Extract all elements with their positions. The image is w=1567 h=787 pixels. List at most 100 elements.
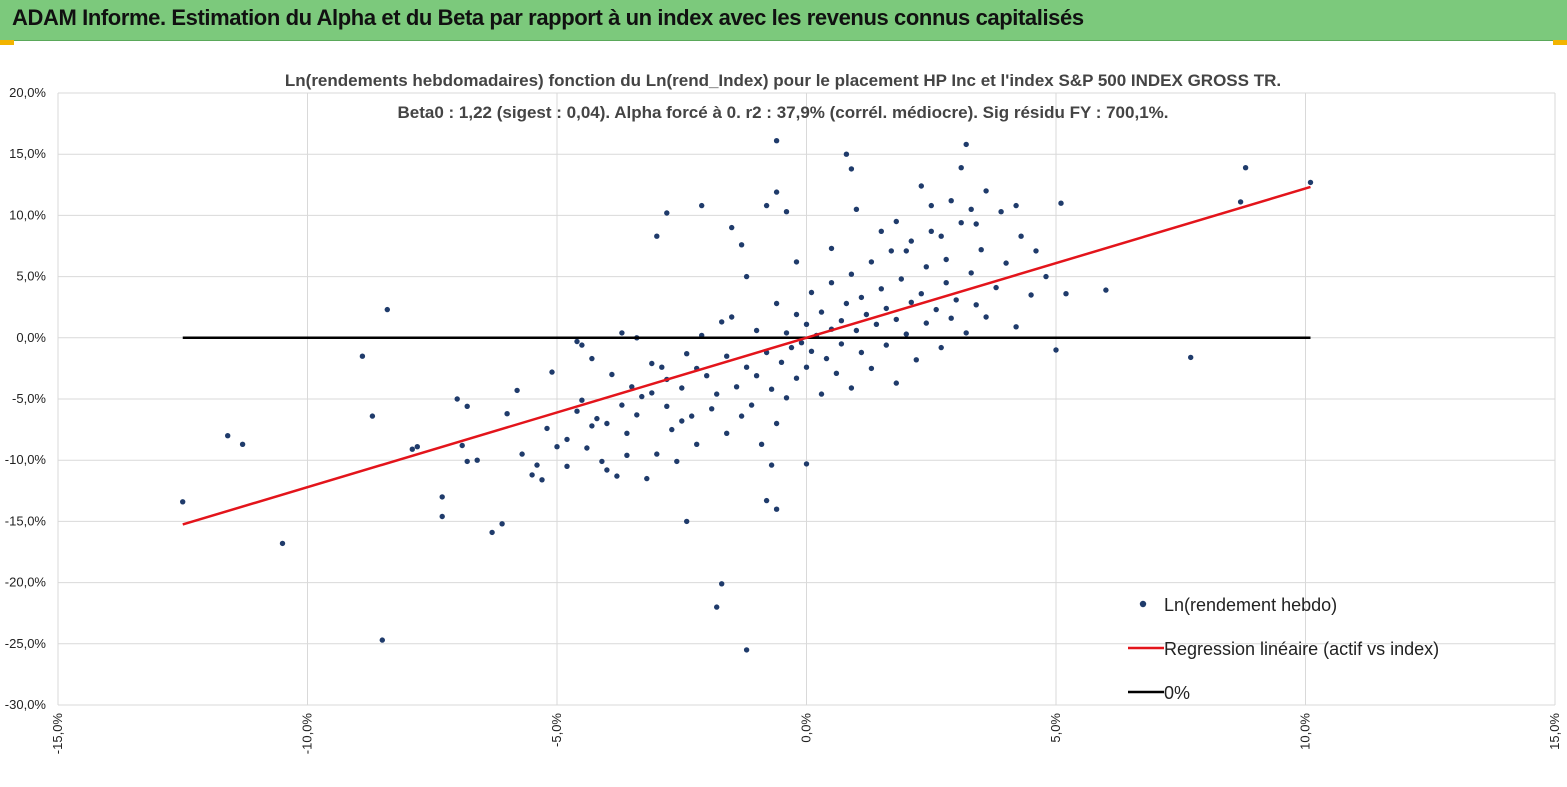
data-point <box>1018 233 1024 239</box>
data-point <box>579 342 585 348</box>
data-point <box>664 210 670 216</box>
data-point <box>574 408 580 414</box>
data-point <box>439 494 445 500</box>
data-point <box>589 355 595 362</box>
data-point <box>943 280 949 286</box>
data-point <box>903 331 909 337</box>
data-point <box>1307 179 1314 186</box>
data-point <box>454 396 460 402</box>
data-point <box>719 319 725 325</box>
data-point <box>474 457 480 463</box>
data-point <box>913 357 919 363</box>
corner-marker-right <box>1553 40 1567 45</box>
data-point <box>574 338 580 345</box>
data-point <box>729 314 735 320</box>
data-point <box>629 384 635 390</box>
data-point <box>848 271 855 277</box>
data-point <box>893 218 899 225</box>
data-point <box>778 359 785 365</box>
data-point <box>1053 347 1059 353</box>
data-point <box>968 270 974 276</box>
data-point <box>828 280 835 286</box>
data-point <box>564 463 570 469</box>
y-tick-label: 15,0% <box>9 146 46 161</box>
data-point <box>724 430 730 436</box>
y-tick-label: -15,0% <box>5 513 47 528</box>
data-point <box>554 444 560 450</box>
data-point <box>958 165 964 171</box>
data-point <box>893 316 899 323</box>
y-tick-label: 0,0% <box>16 330 46 345</box>
data-point <box>594 415 600 422</box>
data-point <box>664 403 670 409</box>
report-title: ADAM Informe. Estimation du Alpha et du … <box>12 5 1084 30</box>
data-point <box>369 413 376 419</box>
data-point <box>918 291 924 297</box>
data-point <box>938 344 944 351</box>
data-point <box>459 442 465 449</box>
data-point <box>928 202 934 209</box>
data-point <box>888 248 894 254</box>
data-point <box>853 327 860 334</box>
data-point <box>843 300 850 307</box>
chart-title-line-2: Beta0 : 1,22 (sigest : 0,04). Alpha forc… <box>398 103 1169 122</box>
y-tick-label: -20,0% <box>5 575 47 590</box>
data-point <box>579 397 585 403</box>
x-tick-label: 5,0% <box>1048 713 1063 743</box>
data-point <box>584 445 590 451</box>
data-point <box>604 467 610 473</box>
data-point <box>549 369 555 375</box>
data-point <box>753 373 760 379</box>
data-point <box>733 384 740 390</box>
data-point <box>793 311 800 318</box>
data-point <box>599 458 605 465</box>
data-point <box>973 302 979 308</box>
data-point <box>803 364 810 370</box>
data-point <box>798 340 805 346</box>
data-point <box>464 403 470 409</box>
data-point <box>948 198 954 204</box>
data-point <box>1063 291 1069 297</box>
y-tick-label: 20,0% <box>9 85 46 100</box>
data-point <box>783 330 790 336</box>
data-point <box>564 436 570 443</box>
y-tick-label: -10,0% <box>5 452 47 467</box>
x-tick-label: -5,0% <box>549 713 564 747</box>
data-point <box>928 228 934 234</box>
data-point <box>180 499 186 505</box>
data-point <box>898 276 904 282</box>
data-point <box>858 349 865 356</box>
y-tick-label: -25,0% <box>5 636 47 651</box>
data-point <box>833 370 840 376</box>
data-point <box>239 441 246 447</box>
data-point <box>674 458 680 465</box>
legend-label-points: Ln(rendement hebdo) <box>1164 595 1337 615</box>
data-point <box>519 451 525 457</box>
data-point <box>499 521 505 527</box>
data-point <box>279 540 286 547</box>
data-point <box>1103 287 1109 293</box>
data-point <box>1043 273 1049 280</box>
data-point <box>768 462 775 468</box>
data-point <box>908 238 914 244</box>
data-point <box>993 284 999 291</box>
data-point <box>738 242 745 248</box>
x-tick-label: 0,0% <box>799 713 814 743</box>
data-point <box>763 497 770 504</box>
data-point <box>998 209 1004 215</box>
data-point <box>604 420 610 427</box>
data-point <box>1013 202 1019 209</box>
data-point <box>943 256 949 263</box>
data-point <box>808 348 815 354</box>
data-point <box>838 341 845 347</box>
data-point <box>684 518 690 525</box>
data-point <box>793 259 800 265</box>
data-point <box>773 300 780 307</box>
data-point <box>619 402 625 408</box>
data-point <box>828 245 835 252</box>
data-point <box>883 342 889 348</box>
data-point <box>768 386 775 392</box>
data-point <box>878 228 884 234</box>
